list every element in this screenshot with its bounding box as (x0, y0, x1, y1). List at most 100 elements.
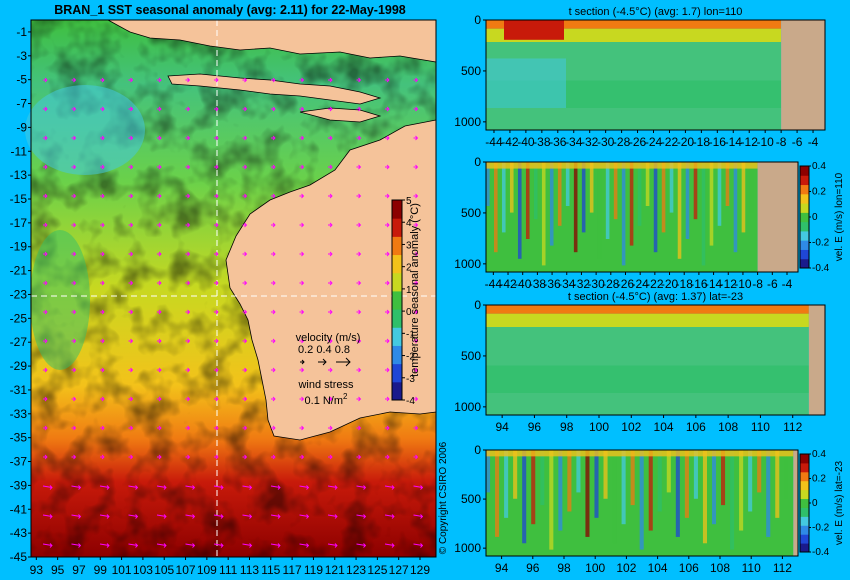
map-colorbar-tick-label: -2 (406, 352, 415, 363)
map-y-tick-label: -37 (10, 455, 28, 469)
velocity-arrow (185, 164, 191, 170)
velocity-arrow (356, 425, 362, 431)
velocity-arrow (385, 309, 390, 315)
velocity-arrow (157, 425, 162, 431)
map-x-tick-label: 97 (72, 563, 86, 577)
section-x-tick-label: -20 (661, 277, 679, 291)
velocity-arrow (384, 543, 395, 548)
velocity-arrow (242, 106, 248, 112)
map-x-tick-label: 121 (325, 563, 345, 577)
velocity-arrow (214, 309, 219, 315)
velocity-arrow (242, 454, 248, 460)
map-x-tick-label: 93 (30, 563, 44, 577)
velocity-arrow (299, 396, 305, 402)
section-velocity-stripe (675, 450, 680, 537)
velocity-arrow (242, 543, 253, 548)
velocity-arrow (242, 135, 248, 141)
velocity-arrow (185, 396, 191, 402)
velocity-arrow (271, 425, 276, 431)
velocity-arrow (328, 251, 333, 257)
section-colorbar-swatch (800, 184, 809, 195)
velocity-arrow (157, 454, 162, 460)
velocity-arrow (385, 222, 390, 228)
section-colorbar-swatch (800, 175, 809, 186)
velocity-arrow (185, 485, 196, 490)
velocity-arrow (214, 193, 219, 199)
velocity-arrow (271, 77, 276, 83)
section-x-tick-label: 94 (495, 420, 509, 434)
velocity-arrow (413, 425, 419, 431)
velocity-arrow (299, 338, 305, 344)
section-velocity-stripe (721, 450, 726, 506)
velocity-arrow (157, 309, 162, 315)
velocity-arrow (43, 338, 48, 344)
velocity-arrow (356, 251, 362, 257)
velocity-arrow (71, 106, 77, 112)
section-velocity-stripe (653, 162, 658, 253)
section-x-tick-label: -38 (533, 135, 551, 149)
section-x-tick-label: -44 (485, 135, 503, 149)
velocity-arrow (214, 135, 219, 141)
map-colorbar-swatch (392, 200, 402, 219)
section-velocity-stripe (775, 450, 780, 518)
velocity-arrow (413, 454, 419, 460)
section-colorbar-swatch (800, 203, 809, 213)
section-y-tick-label: 0 (474, 443, 481, 457)
section-y-tick-label: 500 (461, 349, 481, 363)
section-x-tick-label: 100 (585, 561, 605, 575)
velocity-arrow (327, 485, 338, 490)
velocity-arrow (157, 164, 162, 170)
map-x-tick-label: 117 (283, 563, 302, 577)
section-colorbar-label: vel. E (m/s) lon=110 (834, 172, 845, 261)
section-colorbar-swatch (800, 193, 809, 204)
velocity-arrow (413, 222, 419, 228)
map-y-tick-label: -11 (11, 144, 28, 158)
section-velocity-stripe (733, 162, 738, 253)
velocity-arrow (100, 454, 105, 460)
section-x-tick-label: -36 (543, 277, 561, 291)
velocity-arrow (71, 193, 77, 199)
section-x-tick-label: -16 (690, 277, 708, 291)
section-x-tick-label: -8 (752, 277, 763, 291)
velocity-arrow (356, 77, 362, 83)
section-velocity-stripe (739, 450, 744, 531)
map-colorbar-swatch (392, 309, 402, 328)
velocity-arrow (99, 543, 110, 548)
map-x-tick-label: 119 (304, 563, 323, 577)
wind-value-text: 0.1 N/m (305, 395, 344, 407)
map-colorbar-tick-label: 1 (406, 285, 412, 296)
map-colorbar-frame (391, 199, 403, 401)
velocity-arrow (385, 425, 390, 431)
map-x-tick-label: 129 (410, 563, 430, 577)
section-velocity-stripe (504, 450, 509, 518)
velocity-arrow (185, 514, 196, 519)
velocity-arrow (299, 309, 305, 315)
sst-map: BRAN_1 SST seasonal anomaly (avg: 2.11) … (10, 3, 449, 577)
velocity-arrow (242, 514, 253, 519)
section-colorbar-tick-label: 0.2 (812, 187, 826, 198)
land-islands (167, 73, 382, 105)
velocity-arrow (271, 367, 276, 373)
section-colorbar-tick-label: -0.4 (812, 263, 830, 274)
section-x-tick-label: 96 (526, 561, 540, 575)
section-cool-patch (486, 58, 566, 108)
velocity-arrow (413, 309, 419, 315)
velocity-arrow (328, 367, 333, 373)
map-y-tick-label: -3 (16, 49, 27, 63)
velocity-arrow (327, 543, 338, 548)
velocity-arrow (214, 251, 219, 257)
section-x-tick-label: 96 (528, 420, 542, 434)
section-panels: t section (-4.5°C) (avg: 1.7) lon=110 0 50… (454, 6, 845, 575)
section-colorbar-swatch (800, 471, 809, 482)
velocity-arrow (185, 280, 191, 286)
velocity-arrow (242, 222, 248, 228)
velocity-arrow (71, 514, 82, 519)
section-colorbar-swatch (800, 498, 809, 508)
velocity-arrow (71, 309, 77, 315)
velocity-arrow (214, 454, 219, 460)
section-x-tick-label: 98 (560, 420, 574, 434)
vel-e-section-lon110: 05001000-44-42-40-38-36-34-32-30-28-26-2… (454, 155, 845, 291)
section-velocity-stripe (612, 450, 617, 544)
velocity-arrow (71, 77, 77, 83)
section-upper-band (486, 313, 809, 327)
